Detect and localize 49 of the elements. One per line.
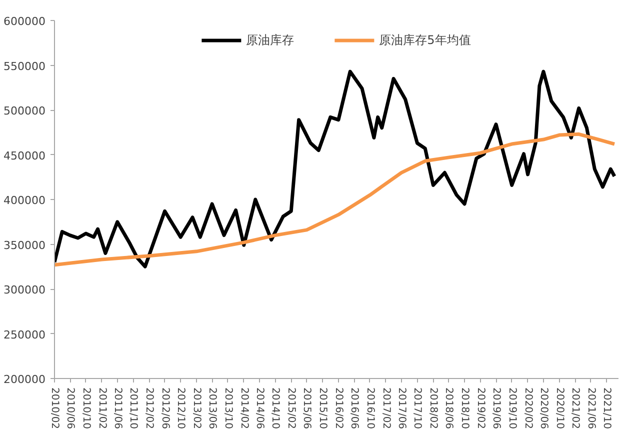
x-tick-label: 2011/10 [128,388,139,430]
y-tick-label: 250000 [4,328,46,342]
x-tick-label: 2014/10 [270,388,281,430]
x-tick-label: 2019/02 [474,388,486,430]
x-tick-label: 2010/10 [80,388,92,430]
y-tick-label: 400000 [4,194,46,207]
x-tick-label: 2013/06 [206,388,218,430]
x-tick-label: 2013/02 [191,388,202,430]
x-tick-label: 2013/10 [222,388,234,430]
x-tick-label: 2019/10 [506,388,518,430]
x-tick-label: 2019/06 [490,388,502,430]
legend-label: 原油库存 [246,32,294,48]
x-tick-label: 2014/02 [238,388,250,430]
x-tick-label: 2017/10 [412,388,423,430]
x-tick-label: 2014/06 [254,388,265,430]
x-tick-label: 2021/02 [570,388,581,430]
x-tick-label: 2012/10 [175,388,186,430]
x-tick-label: 2018/06 [443,388,454,430]
x-tick-label: 2010/06 [64,388,76,430]
line-series [54,132,616,267]
x-tick-label: 2012/02 [144,388,155,430]
y-tick-label: 550000 [4,60,46,73]
x-tick-label: 2018/02 [428,388,439,430]
x-tick-label: 2015/10 [317,388,328,430]
x-tick-label: 2020/10 [554,388,565,430]
x-tick-label: 2015/02 [286,388,297,430]
x-tick-label: 2012/06 [159,388,170,430]
y-tick-label: 200000 [4,373,46,386]
x-tick-label: 2020/06 [538,388,549,430]
y-tick-label: 500000 [4,104,46,118]
x-tick-label: 2016/10 [364,388,376,430]
line-series [54,70,616,268]
x-tick-label: 2020/02 [522,388,534,430]
y-tick-label: 600000 [4,15,46,28]
legend-label: 原油库存5年均值 [379,32,471,48]
y-tick-label: 450000 [4,149,46,162]
x-tick-label: 2021/10 [601,388,612,430]
x-tick-label: 2018/10 [459,388,470,430]
x-tick-label: 2021/06 [585,388,596,430]
x-tick-label: 2010/02 [49,388,60,430]
x-tick-label: 2017/02 [380,388,392,430]
x-tick-label: 2015/06 [301,388,312,430]
x-tick-label: 2016/02 [332,388,344,430]
y-tick-label: 350000 [4,238,46,252]
x-tick-label: 2017/06 [396,388,407,430]
x-tick-label: 2011/06 [112,388,123,430]
y-tick-label: 300000 [4,284,46,296]
x-tick-label: 2011/02 [96,388,108,430]
x-tick-label: 2016/06 [348,388,360,430]
